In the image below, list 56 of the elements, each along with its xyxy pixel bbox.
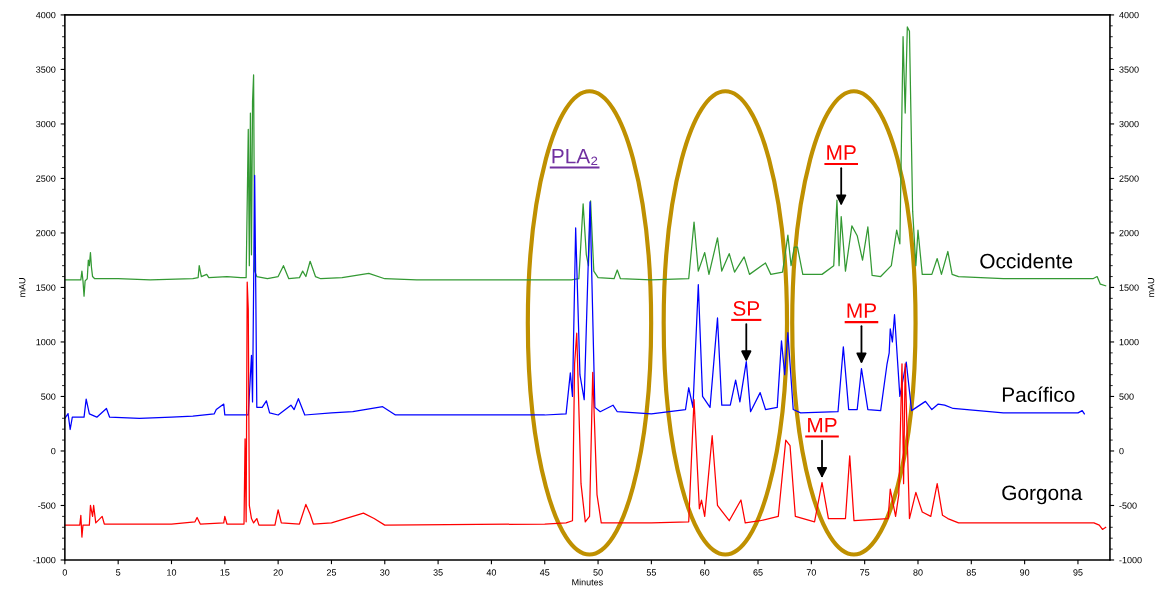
y2-tick-label: -500 [1119, 502, 1137, 509]
line-series [64, 174, 1085, 431]
y2-tick-label: -1000 [1119, 556, 1142, 564]
y-tick-label: 0 [51, 447, 56, 455]
line-series [64, 26, 1107, 297]
x-tick-label: 10 [167, 569, 177, 576]
y-tick-label: 1500 [36, 284, 56, 291]
annotation: SP [733, 301, 760, 316]
y-tick-label: 4000 [35, 11, 56, 19]
y-axis-title: mAU [19, 278, 26, 297]
annotation: MP [847, 303, 876, 318]
x-tick-label: 35 [433, 569, 443, 576]
x-tick-label: 90 [1020, 569, 1030, 576]
x-tick-label: 95 [1073, 569, 1083, 576]
x-tick-label: 75 [860, 569, 870, 576]
x-tick-label: 15 [220, 569, 230, 576]
y-tick-label: -500 [38, 502, 56, 509]
y-tick-label: 3500 [36, 66, 56, 73]
x-tick-label: 70 [806, 569, 817, 576]
x-tick-label: 65 [753, 569, 763, 576]
annotation: MP [808, 417, 837, 433]
y-tick-label: 1000 [36, 338, 56, 346]
x-tick-label: 85 [966, 569, 976, 576]
x-tick-label: 40 [486, 569, 497, 576]
series-label: Gorgona [1002, 485, 1083, 505]
y2-tick-label: 500 [1119, 393, 1134, 400]
x-tick-label: 60 [700, 569, 710, 576]
x-tick-label: 5 [116, 569, 121, 576]
x-tick-label: 80 [913, 569, 923, 576]
series-label: Pacífico [1002, 386, 1075, 403]
y-tick-label: 2500 [36, 175, 56, 182]
y2-tick-label: 4000 [1119, 11, 1139, 19]
y-tick-label: 500 [41, 393, 56, 400]
line-series [64, 281, 1107, 538]
x-tick-label: 50 [593, 569, 603, 576]
x-tick-label: 0 [62, 569, 68, 576]
y-tick-label: -1000 [33, 556, 56, 564]
y-tick-label: 3000 [36, 120, 56, 128]
annotation: MP [827, 145, 856, 160]
x-tick-label: 20 [273, 569, 283, 576]
series-label: Occidente [980, 253, 1073, 269]
x-tick-label: 55 [646, 569, 657, 576]
x-tick-label: 25 [326, 569, 337, 576]
y2-tick-label: 1000 [1119, 338, 1139, 346]
y2-tick-label: 3000 [1119, 120, 1139, 128]
y2-tick-label: 1500 [1119, 284, 1139, 291]
y2-axis-title: mAU [1147, 278, 1155, 297]
annotation: PLA₂ [552, 148, 598, 165]
y2-tick-label: 2000 [1119, 229, 1139, 237]
x-axis-title: Minutes [572, 578, 603, 586]
y-tick-label: 2000 [36, 229, 56, 237]
y2-tick-label: 3500 [1119, 66, 1139, 73]
y2-tick-label: 0 [1119, 447, 1124, 455]
x-tick-label: 45 [539, 569, 550, 576]
y2-tick-label: 2500 [1119, 175, 1139, 182]
x-tick-label: 30 [380, 569, 390, 576]
